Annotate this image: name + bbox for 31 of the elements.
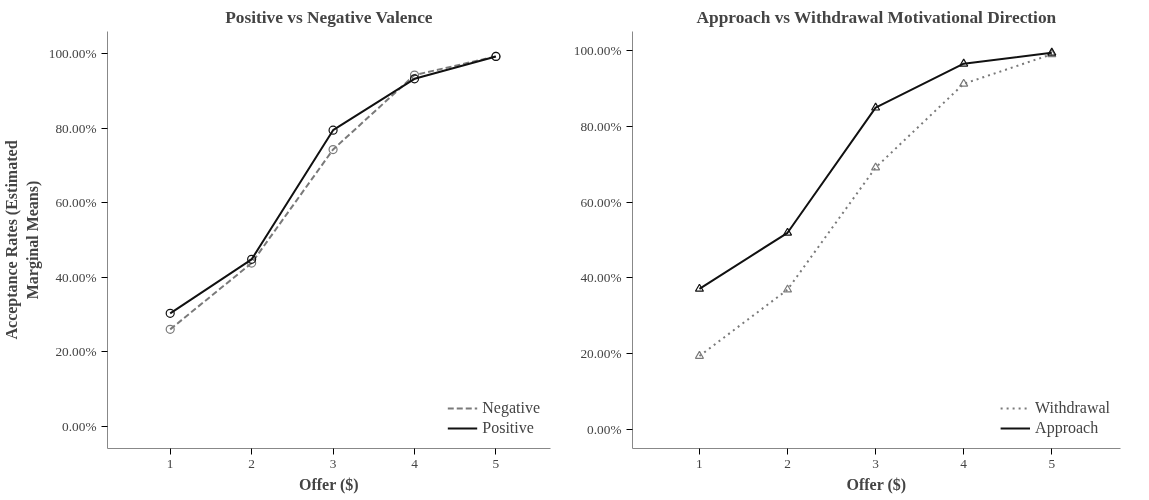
y-tick-label: 20.00% [55,344,97,360]
chart-title: Approach vs Withdrawal Motivational Direction [696,7,1057,27]
x-tick-label: 3 [872,455,880,471]
legend-label: Positive [482,419,534,437]
legend-label: Negative [482,399,540,417]
x-tick-label: 4 [960,455,968,471]
x-tick-label: 5 [1048,455,1056,471]
y-tick-label: 80.00% [580,118,622,134]
x-tick-label: 2 [784,455,791,471]
y-tick-label: 100.00% [48,46,97,62]
y-tick-label: 40.00% [55,269,97,285]
x-tick-label: 4 [411,455,419,471]
x-tick-label: 1 [166,455,174,471]
x-tick-label: 1 [696,455,703,471]
legend-label: Withdrawal [1035,399,1110,417]
chart-title: Positive vs Negative Valence [225,7,433,27]
x-tick-label: 3 [329,455,337,471]
y-tick-label: 80.00% [55,120,97,136]
y-tick-label: 0.00% [62,418,97,434]
x-axis-title: Offer ($) [299,475,359,494]
x-tick-label: 2 [248,455,255,471]
y-tick-label: 60.00% [580,194,622,210]
x-axis-title: Offer ($) [846,475,907,494]
y-tick-label: 60.00% [55,195,97,211]
x-tick-label: 5 [492,455,500,471]
y-tick-label: 100.00% [573,42,622,58]
y-axis-title: Acceptance Rates (Estimated Marginal Means) [3,140,42,340]
y-tick-label: 0.00% [587,422,622,438]
legend-label: Approach [1035,419,1099,437]
y-tick-label: 20.00% [580,346,622,362]
y-tick-label: 40.00% [580,270,622,286]
